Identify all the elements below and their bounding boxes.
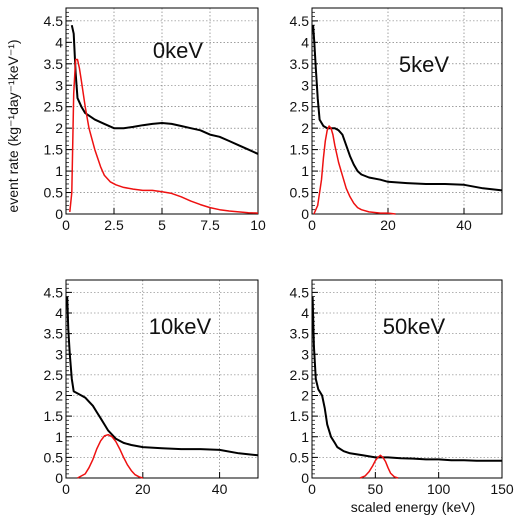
panel-title: 0keV — [153, 38, 203, 63]
y-tick-label: 1.5 — [290, 142, 310, 158]
panel-10kev: 0 0.5 1 1.5 2 2.5 3 3.5 4 4.5 0 20 40 10keV — [44, 279, 259, 497]
y-tick-label: 4.5 — [290, 284, 310, 300]
x-tick-label: 5 — [158, 217, 166, 233]
x-tick-label: 150 — [490, 481, 514, 497]
series-black-line — [311, 296, 502, 462]
y-tick-label: 2.5 — [44, 99, 64, 115]
y-tick-label: 0 — [301, 470, 309, 486]
y-tick-label: 3.5 — [290, 326, 310, 342]
y-tick-label: 1.5 — [44, 408, 64, 424]
y-tick-label: 2 — [301, 120, 309, 136]
y-tick-label: 4.5 — [44, 284, 64, 300]
y-tick-label: 1 — [55, 163, 63, 179]
x-tick-label: 10 — [250, 217, 266, 233]
series-black-line — [70, 24, 259, 155]
y-tick-label: 0.5 — [290, 185, 310, 201]
x-tick-label: 7.5 — [200, 217, 220, 233]
series-red-line — [69, 58, 259, 214]
series-red-line — [359, 454, 399, 479]
series-red-line — [313, 125, 396, 215]
y-tick-label: 0.5 — [290, 449, 310, 465]
y-tick-label: 1.5 — [44, 142, 64, 158]
y-tick-label: 3.5 — [290, 56, 310, 72]
y-tick-label: 3 — [301, 77, 309, 93]
panel-title: 10keV — [149, 314, 212, 339]
y-tick-label: 2 — [55, 120, 63, 136]
y-axis-label: event rate (kg⁻¹day⁻¹keV⁻¹) — [5, 39, 21, 212]
panel-50kev: 0 0.5 1 1.5 2 2.5 3 3.5 4 4.5 0 50 100 150 50keV — [290, 279, 514, 497]
series-red-line — [77, 433, 144, 479]
y-tick-label: 3.5 — [44, 326, 64, 342]
panel-0kev: 0 0.5 1 1.5 2 2.5 3 3.5 4 4.5 0 2.5 5 7.5 10 0keV — [44, 7, 266, 233]
y-tick-label: 1 — [301, 429, 309, 445]
y-tick-label: 1 — [301, 163, 309, 179]
y-tick-label: 4 — [301, 34, 309, 50]
y-tick-label: 4 — [55, 34, 63, 50]
x-tick-label: 0 — [62, 217, 70, 233]
y-tick-label: 3 — [55, 346, 63, 362]
x-tick-label: 40 — [212, 481, 228, 497]
x-tick-label: 100 — [427, 481, 451, 497]
y-tick-label: 4.5 — [44, 13, 64, 29]
y-tick-label: 2.5 — [290, 367, 310, 383]
x-tick-label: 2.5 — [104, 217, 124, 233]
y-tick-label: 2.5 — [44, 367, 64, 383]
x-tick-label: 40 — [456, 217, 472, 233]
x-tick-label: 50 — [368, 481, 384, 497]
x-axis-label: scaled energy (keV) — [351, 499, 476, 515]
y-tick-label: 0.5 — [44, 185, 64, 201]
y-tick-label: 3.5 — [44, 56, 64, 72]
y-tick-label: 0 — [301, 206, 309, 222]
y-tick-label: 1.5 — [290, 408, 310, 424]
panel-title: 5keV — [399, 52, 449, 77]
y-tick-label: 2.5 — [290, 99, 310, 115]
y-tick-label: 3 — [301, 346, 309, 362]
x-tick-label: 20 — [380, 217, 396, 233]
y-tick-label: 1 — [55, 429, 63, 445]
panel-5kev: 0 0.5 1 1.5 2 2.5 3 3.5 4 4.5 0 20 40 5keV — [290, 7, 503, 233]
y-tick-label: 2 — [301, 388, 309, 404]
y-tick-label: 2 — [55, 388, 63, 404]
panel-title: 50keV — [383, 314, 446, 339]
x-tick-label: 0 — [308, 481, 316, 497]
y-tick-label: 4 — [301, 305, 309, 321]
y-tick-label: 0.5 — [44, 449, 64, 465]
x-tick-label: 0 — [308, 217, 316, 233]
series-black-line — [312, 25, 503, 192]
y-tick-label: 4 — [55, 305, 63, 321]
y-tick-label: 0 — [55, 206, 63, 222]
x-tick-label: 0 — [62, 481, 70, 497]
x-tick-label: 20 — [135, 481, 151, 497]
series-black-line — [66, 296, 259, 457]
y-tick-label: 0 — [55, 470, 63, 486]
y-tick-label: 3 — [55, 77, 63, 93]
y-tick-label: 4.5 — [290, 13, 310, 29]
